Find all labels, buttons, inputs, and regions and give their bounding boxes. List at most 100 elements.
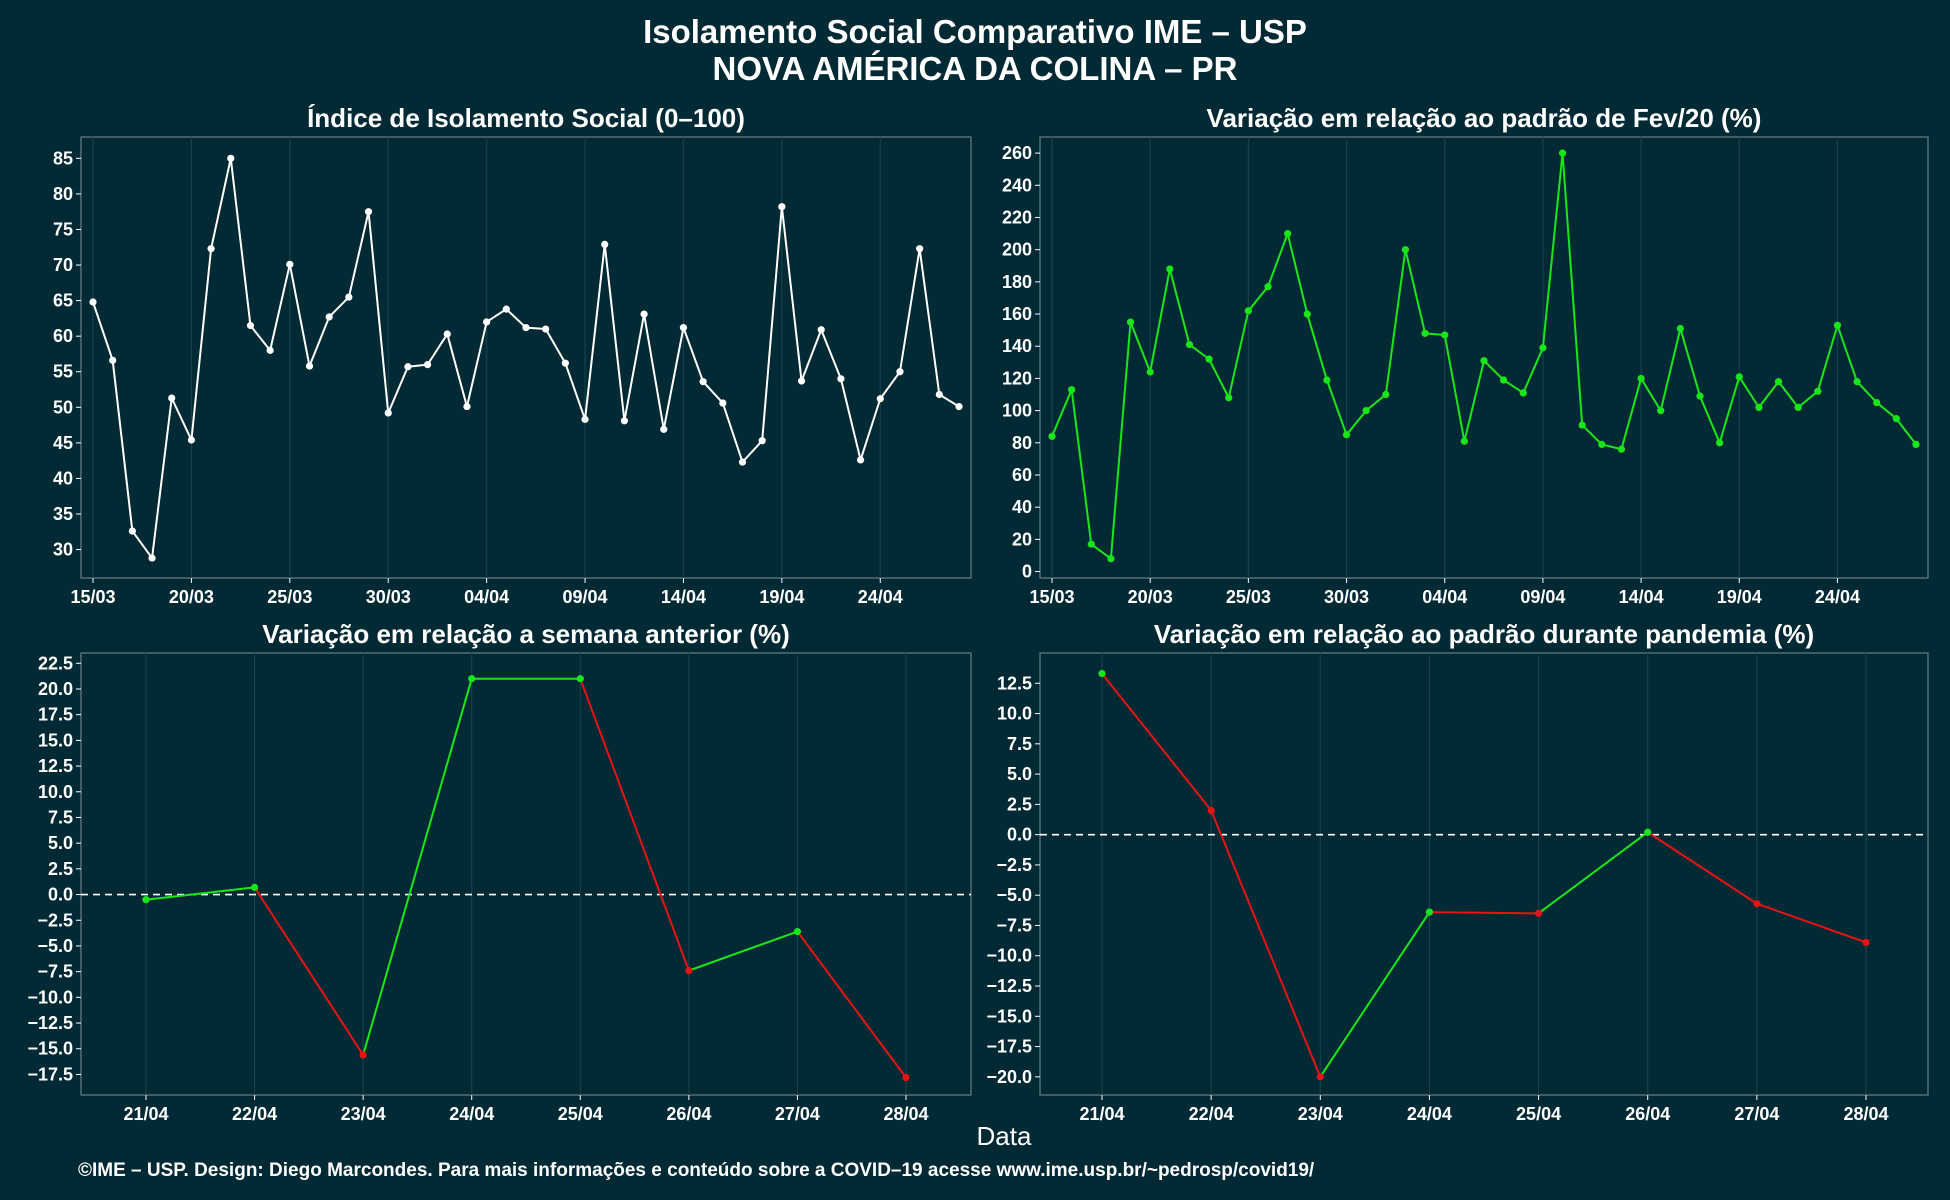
data-point (207, 245, 215, 253)
data-point (1087, 540, 1095, 548)
series-segment (229, 158, 252, 326)
y-tick-label: 140 (1002, 336, 1032, 356)
y-tick-label: 0 (1022, 562, 1032, 582)
y-tick-label: 10.0 (997, 704, 1032, 724)
data-point (719, 399, 727, 407)
y-tick-label: 7.5 (1007, 734, 1032, 754)
y-tick-label: 2.5 (48, 859, 73, 879)
series-segment (1267, 233, 1289, 288)
x-tick-label: 04/04 (464, 587, 509, 607)
x-tick-label: 19/04 (1717, 587, 1762, 607)
series-segment (579, 678, 690, 971)
panel-title: Variação em relação ao padrão de Fev/20 … (1207, 103, 1762, 133)
series-segment (328, 296, 350, 318)
data-point (168, 394, 176, 402)
series-segment (151, 397, 173, 559)
y-tick-label: −2.5 (37, 910, 73, 930)
data-point (1264, 283, 1272, 291)
y-tick-label: 2.5 (1007, 794, 1032, 814)
series-segment (1679, 328, 1701, 397)
panel-frame (80, 652, 972, 1096)
data-point (404, 363, 412, 371)
x-tick-label: 24/04 (858, 587, 903, 607)
y-tick-label: 5.0 (1007, 764, 1032, 784)
data-point (955, 402, 963, 411)
y-tick-label: 60 (1012, 465, 1032, 485)
panels-group: Índice de Isolamento Social (0–100) 15/03… (27, 103, 1929, 1124)
data-point (561, 359, 569, 367)
x-tick-label: 25/04 (558, 1104, 603, 1124)
chart-panel-fev20: Variação em relação ao padrão de Fev/20 … (1002, 103, 1929, 607)
data-point (896, 368, 904, 376)
y-tick-label: 180 (1002, 272, 1032, 292)
x-tick-label: 26/04 (1625, 1104, 1670, 1124)
data-point (1534, 909, 1543, 917)
data-point (1912, 440, 1920, 449)
series-segment (1522, 347, 1544, 394)
series-segment (1345, 409, 1367, 436)
data-point (246, 321, 255, 330)
series-segment (1895, 418, 1917, 446)
data-point (1401, 246, 1410, 254)
series-segment (1384, 249, 1407, 395)
data-point (1657, 407, 1665, 415)
data-point (128, 527, 136, 535)
series-segment (1659, 328, 1682, 411)
y-tick-label: 75 (53, 219, 73, 239)
data-point (1578, 421, 1586, 429)
y-tick-label: −5.0 (37, 936, 73, 956)
y-tick-label: 20 (1012, 529, 1032, 549)
data-point (542, 325, 550, 333)
data-point (522, 324, 530, 332)
y-tick-label: 10.0 (38, 782, 73, 802)
series-segment (1286, 233, 1309, 315)
x-tick-label: 30/03 (366, 587, 411, 607)
series-segment (1718, 376, 1741, 444)
data-point (1637, 374, 1645, 383)
data-point (142, 896, 150, 904)
data-point (1892, 415, 1900, 423)
series-segment (465, 321, 488, 407)
data-point (1146, 368, 1154, 376)
y-tick-label: −2.5 (996, 855, 1032, 875)
y-tick-label: 7.5 (48, 807, 73, 827)
data-point (250, 883, 259, 891)
series-segment (796, 930, 907, 1079)
x-tick-label: 15/03 (70, 587, 115, 607)
y-tick-label: −17.5 (27, 1064, 73, 1084)
panel-frame (1039, 652, 1929, 1096)
y-tick-label: 40 (1012, 497, 1032, 517)
series-segment (643, 313, 665, 430)
series-segment (859, 398, 882, 461)
data-point (916, 245, 924, 253)
y-tick-label: 120 (1002, 368, 1032, 388)
y-tick-label: 70 (53, 255, 73, 275)
series-segment (1738, 376, 1760, 408)
data-point (502, 305, 510, 313)
series-segment (584, 244, 606, 420)
data-point (187, 436, 196, 444)
x-tick-label: 23/04 (341, 1104, 386, 1124)
data-point (266, 346, 274, 354)
series-segment (879, 371, 901, 400)
x-tick-label: 21/04 (123, 1104, 168, 1124)
main-title: Isolamento Social Comparativo IME – USP (643, 13, 1307, 50)
data-point (1794, 403, 1802, 411)
y-tick-label: 45 (53, 433, 73, 453)
data-point (1441, 331, 1449, 339)
data-point (1833, 321, 1842, 329)
data-point (1755, 403, 1763, 411)
data-point (856, 456, 865, 464)
y-tick-label: 200 (1002, 240, 1032, 260)
data-point (1126, 318, 1135, 326)
data-point (1460, 437, 1468, 445)
series-segment (1129, 321, 1152, 373)
series-segment (170, 397, 193, 441)
data-point (1735, 373, 1743, 381)
series-segment (131, 530, 153, 559)
y-tick-label: 240 (1002, 175, 1032, 195)
y-tick-label: 80 (1012, 433, 1032, 453)
series-segment (111, 360, 134, 532)
series-segment (721, 402, 744, 463)
